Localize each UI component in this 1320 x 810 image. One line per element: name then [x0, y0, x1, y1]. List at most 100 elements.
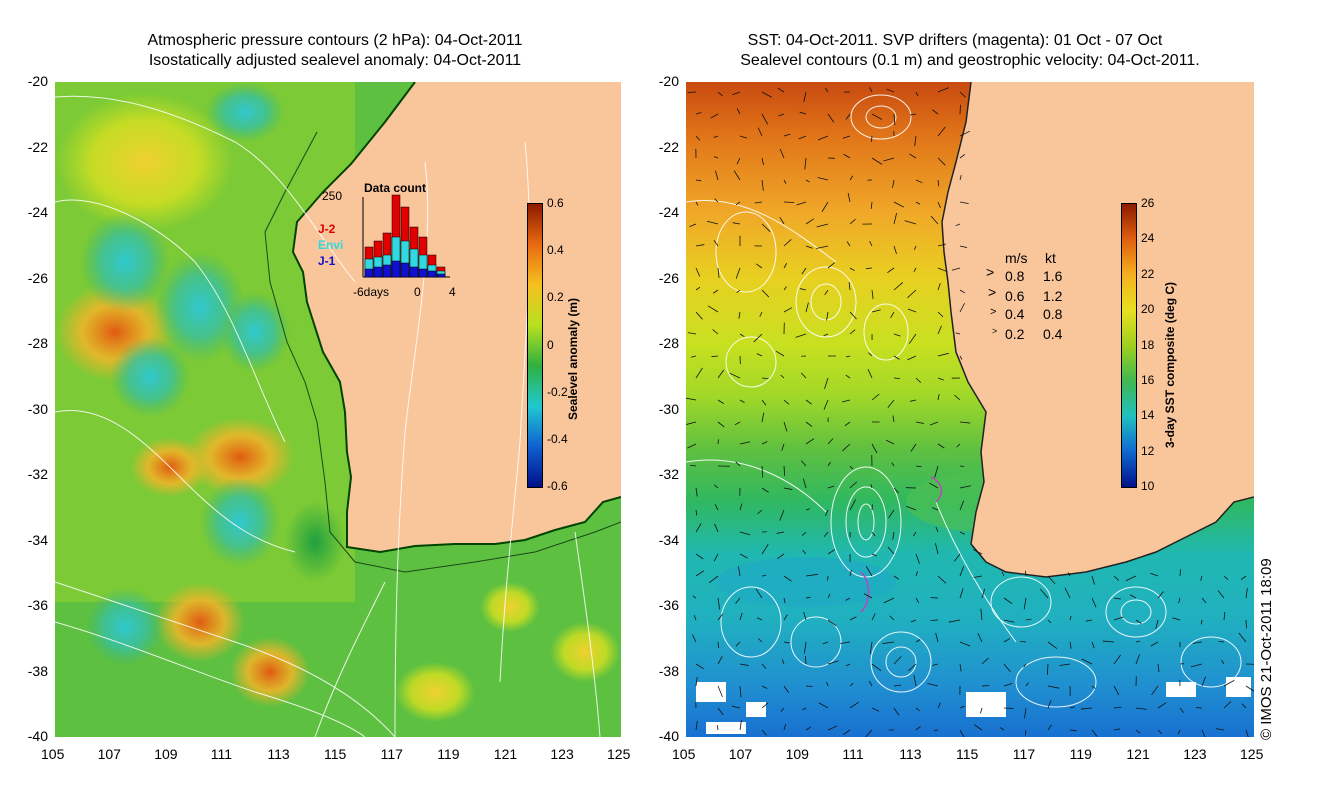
- sealevel-colorbar-tick: -0.6: [547, 479, 568, 493]
- sst-colorbar-tick: 22: [1141, 266, 1155, 281]
- inset-x-label-end: 4: [449, 285, 456, 299]
- right-lon-tick: 109: [785, 746, 809, 762]
- velocity-legend-arrow-1: >: [986, 264, 995, 280]
- sealevel-colorbar-label: Sealevel anomaly (m): [566, 297, 580, 420]
- inset-bar: [373, 266, 383, 278]
- left-lat-tick: -38: [27, 662, 48, 679]
- right-lon-tick: 113: [899, 746, 922, 762]
- sealevel-colorbar-tick: 0: [547, 337, 554, 352]
- sealevel-colorbar-tick: -0.4: [547, 431, 568, 446]
- right-lon-tick: 105: [672, 746, 696, 762]
- right-lon-tick: 125: [1240, 746, 1264, 762]
- sealevel-colorbar-tick: 0.4: [547, 243, 564, 258]
- right-lat-tick: -22: [658, 138, 679, 155]
- left-lat-tick: -20: [27, 73, 48, 89]
- left-title-line2: Isostatically adjusted sealevel anomaly:…: [148, 52, 522, 69]
- left-lat-tick: -40: [27, 728, 48, 744]
- sst-colorbar-tick: 24: [1141, 231, 1155, 246]
- velocity-legend-arrow-4: >: [992, 326, 998, 336]
- left-lat-tick: -30: [27, 400, 48, 417]
- left-map[interactable]: [55, 82, 621, 737]
- sst-colorbar-tick: 16: [1141, 372, 1155, 387]
- sst-colorbar-tick: 12: [1141, 443, 1155, 458]
- right-lon-tick: 115: [956, 746, 979, 762]
- left-lat-tick: -24: [27, 204, 48, 220]
- velocity-legend-arrow-3: >: [990, 306, 997, 318]
- velocity-legend-header-ms: m/s: [1005, 250, 1028, 266]
- inset-legend-j2: J-2: [318, 222, 336, 236]
- sealevel-colorbar-tick: -0.2: [547, 384, 568, 399]
- inset-x-label-start: -6days: [353, 285, 390, 299]
- right-lat-tick: -26: [658, 269, 679, 286]
- left-lon-tick: 113: [267, 746, 290, 762]
- inset-ymax: 250: [322, 189, 343, 203]
- right-lat-tick: -38: [658, 662, 679, 679]
- sst-colorbar-tick: 10: [1141, 479, 1155, 493]
- left-lat-tick: -32: [27, 466, 48, 482]
- left-lon-tick: 125: [607, 746, 631, 762]
- inset-legend-j1: J-1: [318, 254, 336, 268]
- inset-title: Data count: [364, 181, 427, 195]
- inset-bar: [382, 264, 392, 278]
- right-lat-tick: -32: [658, 466, 679, 482]
- left-lon-tick: 117: [380, 746, 403, 762]
- sst-colorbar-tick: 14: [1141, 408, 1155, 423]
- right-lon-tick: 121: [1126, 746, 1150, 762]
- inset-bar: [364, 268, 374, 278]
- left-lat-tick: -26: [27, 269, 48, 286]
- sealevel-colorbar-tick: 0.2: [547, 290, 564, 305]
- left-lon-tick: 123: [550, 746, 574, 762]
- left-lon-tick: 109: [154, 746, 178, 762]
- right-lat-tick: -20: [658, 73, 679, 89]
- right-title-line2: Sealevel contours (0.1 m) and geostrophi…: [740, 52, 1200, 69]
- inset-histogram: [362, 194, 450, 278]
- sealevel-colorbar-tick: 0.6: [547, 196, 564, 210]
- right-lat-tick: -34: [658, 531, 679, 548]
- velocity-legend-arrow-2: >: [988, 284, 997, 300]
- sst-colorbar-tick: 20: [1141, 302, 1155, 317]
- velocity-legend-kt-2: 1.2: [1043, 288, 1063, 304]
- right-lat-tick: -36: [658, 597, 679, 613]
- left-lon-tick: 121: [493, 746, 518, 762]
- right-lon-tick: 119: [1069, 746, 1092, 762]
- left-lat-tick: -28: [27, 335, 48, 351]
- inset-bar: [409, 266, 419, 278]
- velocity-legend-ms-4: 0.2: [1005, 326, 1025, 342]
- inset-bar: [427, 270, 437, 278]
- velocity-legend-kt-1: 1.6: [1043, 268, 1063, 284]
- inset-bar: [400, 262, 410, 278]
- left-lat-tick: -36: [27, 597, 48, 613]
- right-lat-tick: -28: [658, 335, 679, 351]
- right-lon-tick: 111: [842, 746, 864, 762]
- inset-bar: [391, 260, 401, 278]
- sst-colorbar-label: 3-day SST composite (deg C): [1163, 281, 1177, 448]
- right-title-line1: SST: 04-Oct-2011. SVP drifters (magenta)…: [747, 32, 1163, 49]
- left-lon-tick: 107: [97, 746, 121, 762]
- velocity-legend-ms-1: 0.8: [1005, 268, 1025, 284]
- left-lon-tick: 111: [210, 746, 233, 762]
- sst-colorbar: [1121, 203, 1137, 488]
- inset-legend-envi: Envi: [318, 238, 344, 252]
- left-lon-tick: 105: [41, 746, 65, 762]
- left-lat-tick: -34: [27, 531, 48, 548]
- inset-x-label-zero: 0: [414, 285, 421, 299]
- velocity-legend-kt-4: 0.4: [1043, 326, 1063, 342]
- left-lon-tick: 115: [324, 746, 347, 762]
- right-lat-tick: -30: [658, 400, 679, 417]
- inset-bar: [418, 268, 428, 278]
- inset-bar: [436, 273, 446, 278]
- right-map-svg: [686, 82, 1254, 737]
- right-map[interactable]: [686, 82, 1254, 737]
- velocity-legend-ms-3: 0.4: [1005, 306, 1025, 322]
- left-lon-tick: 119: [437, 746, 460, 762]
- imos-credit: © IMOS 21-Oct-2011 18:09: [1258, 558, 1275, 740]
- left-map-svg: [55, 82, 621, 737]
- sealevel-colorbar: [527, 203, 543, 488]
- velocity-legend-header-kt: kt: [1045, 250, 1056, 266]
- sst-colorbar-tick: 26: [1141, 196, 1155, 210]
- left-title-line1: Atmospheric pressure contours (2 hPa): 0…: [147, 32, 523, 49]
- right-lon-tick: 107: [728, 746, 753, 762]
- right-lon-tick: 123: [1183, 746, 1207, 762]
- velocity-legend-ms-2: 0.6: [1005, 288, 1025, 304]
- right-lat-tick: -40: [658, 728, 679, 744]
